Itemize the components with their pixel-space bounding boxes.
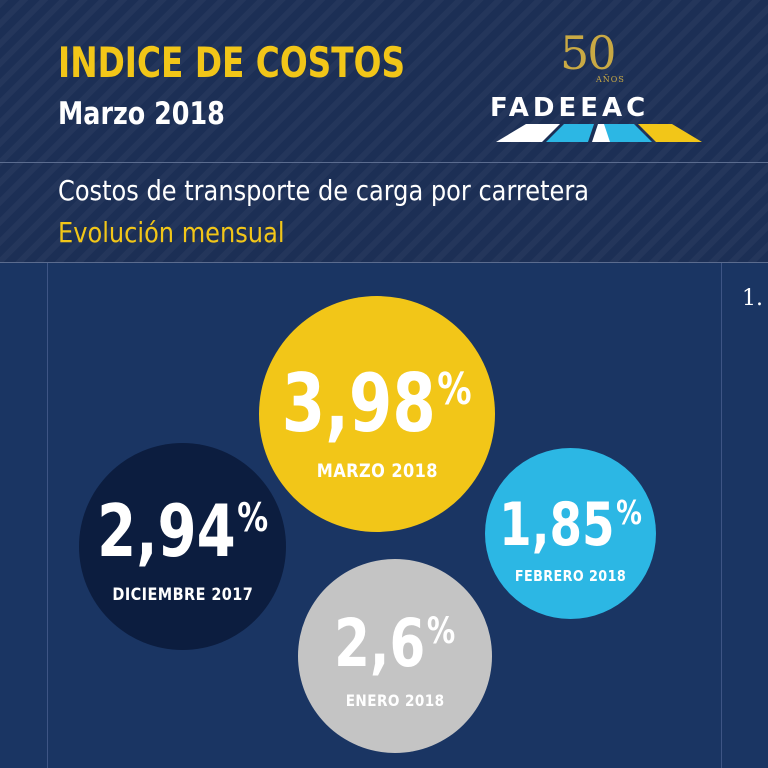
bubble-value: 2,6%	[334, 604, 456, 682]
bubble-label: DICIEMBRE 2017	[112, 584, 253, 605]
logo-name: FADEEAC	[490, 93, 650, 123]
header-divider	[0, 162, 768, 163]
chart-description-sub: Evolución mensual	[58, 216, 285, 249]
road-stripe-white	[496, 124, 560, 142]
anniversary-number: 50	[560, 26, 617, 80]
bubble-diciembre-2017: 2,94% DICIEMBRE 2017	[79, 443, 286, 650]
chart-description: Costos de transporte de carga por carret…	[58, 174, 590, 207]
right-guide-line	[721, 263, 722, 768]
side-index-label: 1.	[742, 286, 763, 311]
left-guide-line	[47, 263, 48, 768]
bubble-label: ENERO 2018	[345, 690, 445, 710]
bubble-enero-2018: 2,6% ENERO 2018	[298, 559, 492, 753]
bubble-febrero-2018: 1,85% FEBRERO 2018	[485, 448, 656, 619]
road-stripe-blue-right	[604, 124, 652, 142]
bubble-label: FEBRERO 2018	[514, 566, 627, 585]
anniversary-label: AÑOS	[596, 75, 625, 84]
road-stripe-yellow	[638, 124, 702, 142]
bubble-label: MARZO 2018	[316, 460, 438, 482]
road-stripe-blue	[546, 124, 594, 142]
bubble-value: 3,98%	[282, 357, 472, 450]
bubble-value: 2,94%	[96, 488, 269, 573]
road-stripes-icon	[496, 124, 702, 142]
bubble-marzo-2018: 3,98% MARZO 2018	[259, 296, 495, 532]
bubble-value: 1,85%	[499, 489, 642, 560]
page-title: INDICE DE COSTOS	[58, 38, 406, 87]
section-divider	[0, 262, 768, 263]
page-subtitle: Marzo 2018	[58, 96, 225, 132]
